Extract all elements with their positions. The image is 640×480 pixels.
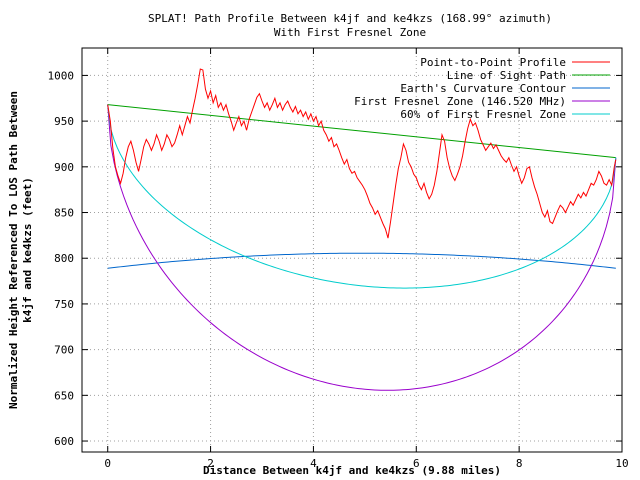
- legend-label: First Fresnel Zone (146.520 MHz): [354, 95, 566, 108]
- x-tick-label: 4: [310, 457, 317, 470]
- x-tick-label: 0: [104, 457, 111, 470]
- y-tick-label: 750: [54, 298, 74, 311]
- chart-title: SPLAT! Path Profile Between k4jf and ke4…: [148, 12, 552, 25]
- chart-subtitle: With First Fresnel Zone: [274, 26, 426, 39]
- axis-ticks: 600 650 700 750 800 850 900 950 1000 0 2 4 6 8 10: [48, 48, 629, 470]
- x-tick-label: 2: [207, 457, 214, 470]
- plot-frame: [81, 47, 623, 453]
- series-line-point-to-point-profile: [107, 68, 617, 239]
- y-axis-label-line1: Normalized Height Referenced To LOS Path…: [7, 91, 20, 409]
- y-tick-label: 600: [54, 435, 74, 448]
- y-tick-label: 950: [54, 115, 74, 128]
- series-lines: [107, 68, 617, 391]
- y-tick-label: 650: [54, 389, 74, 402]
- y-tick-label: 900: [54, 161, 74, 174]
- legend-label: Point-to-Point Profile: [420, 56, 566, 69]
- series-line-60-of-first-fresnel-zone: [107, 104, 617, 289]
- y-tick-label: 1000: [48, 69, 75, 82]
- x-tick-label: 6: [413, 457, 420, 470]
- y-tick-label: 700: [54, 344, 74, 357]
- x-tick-label: 10: [615, 457, 628, 470]
- x-tick-label: 8: [516, 457, 523, 470]
- x-axis-label: Distance Between k4jf and ke4kzs (9.88 m…: [203, 464, 501, 477]
- y-tick-label: 850: [54, 207, 74, 220]
- y-axis-label-line2: k4jf and ke4kzs (feet): [21, 177, 34, 323]
- legend-label: Earth's Curvature Contour: [400, 82, 566, 95]
- series-line-first-fresnel-zone-146-520-mhz: [107, 104, 617, 391]
- legend-label: Line of Sight Path: [447, 69, 566, 82]
- series-line-earth-s-curvature-contour: [107, 252, 616, 269]
- legend-label: 60% of First Fresnel Zone: [400, 108, 566, 121]
- y-tick-label: 800: [54, 252, 74, 265]
